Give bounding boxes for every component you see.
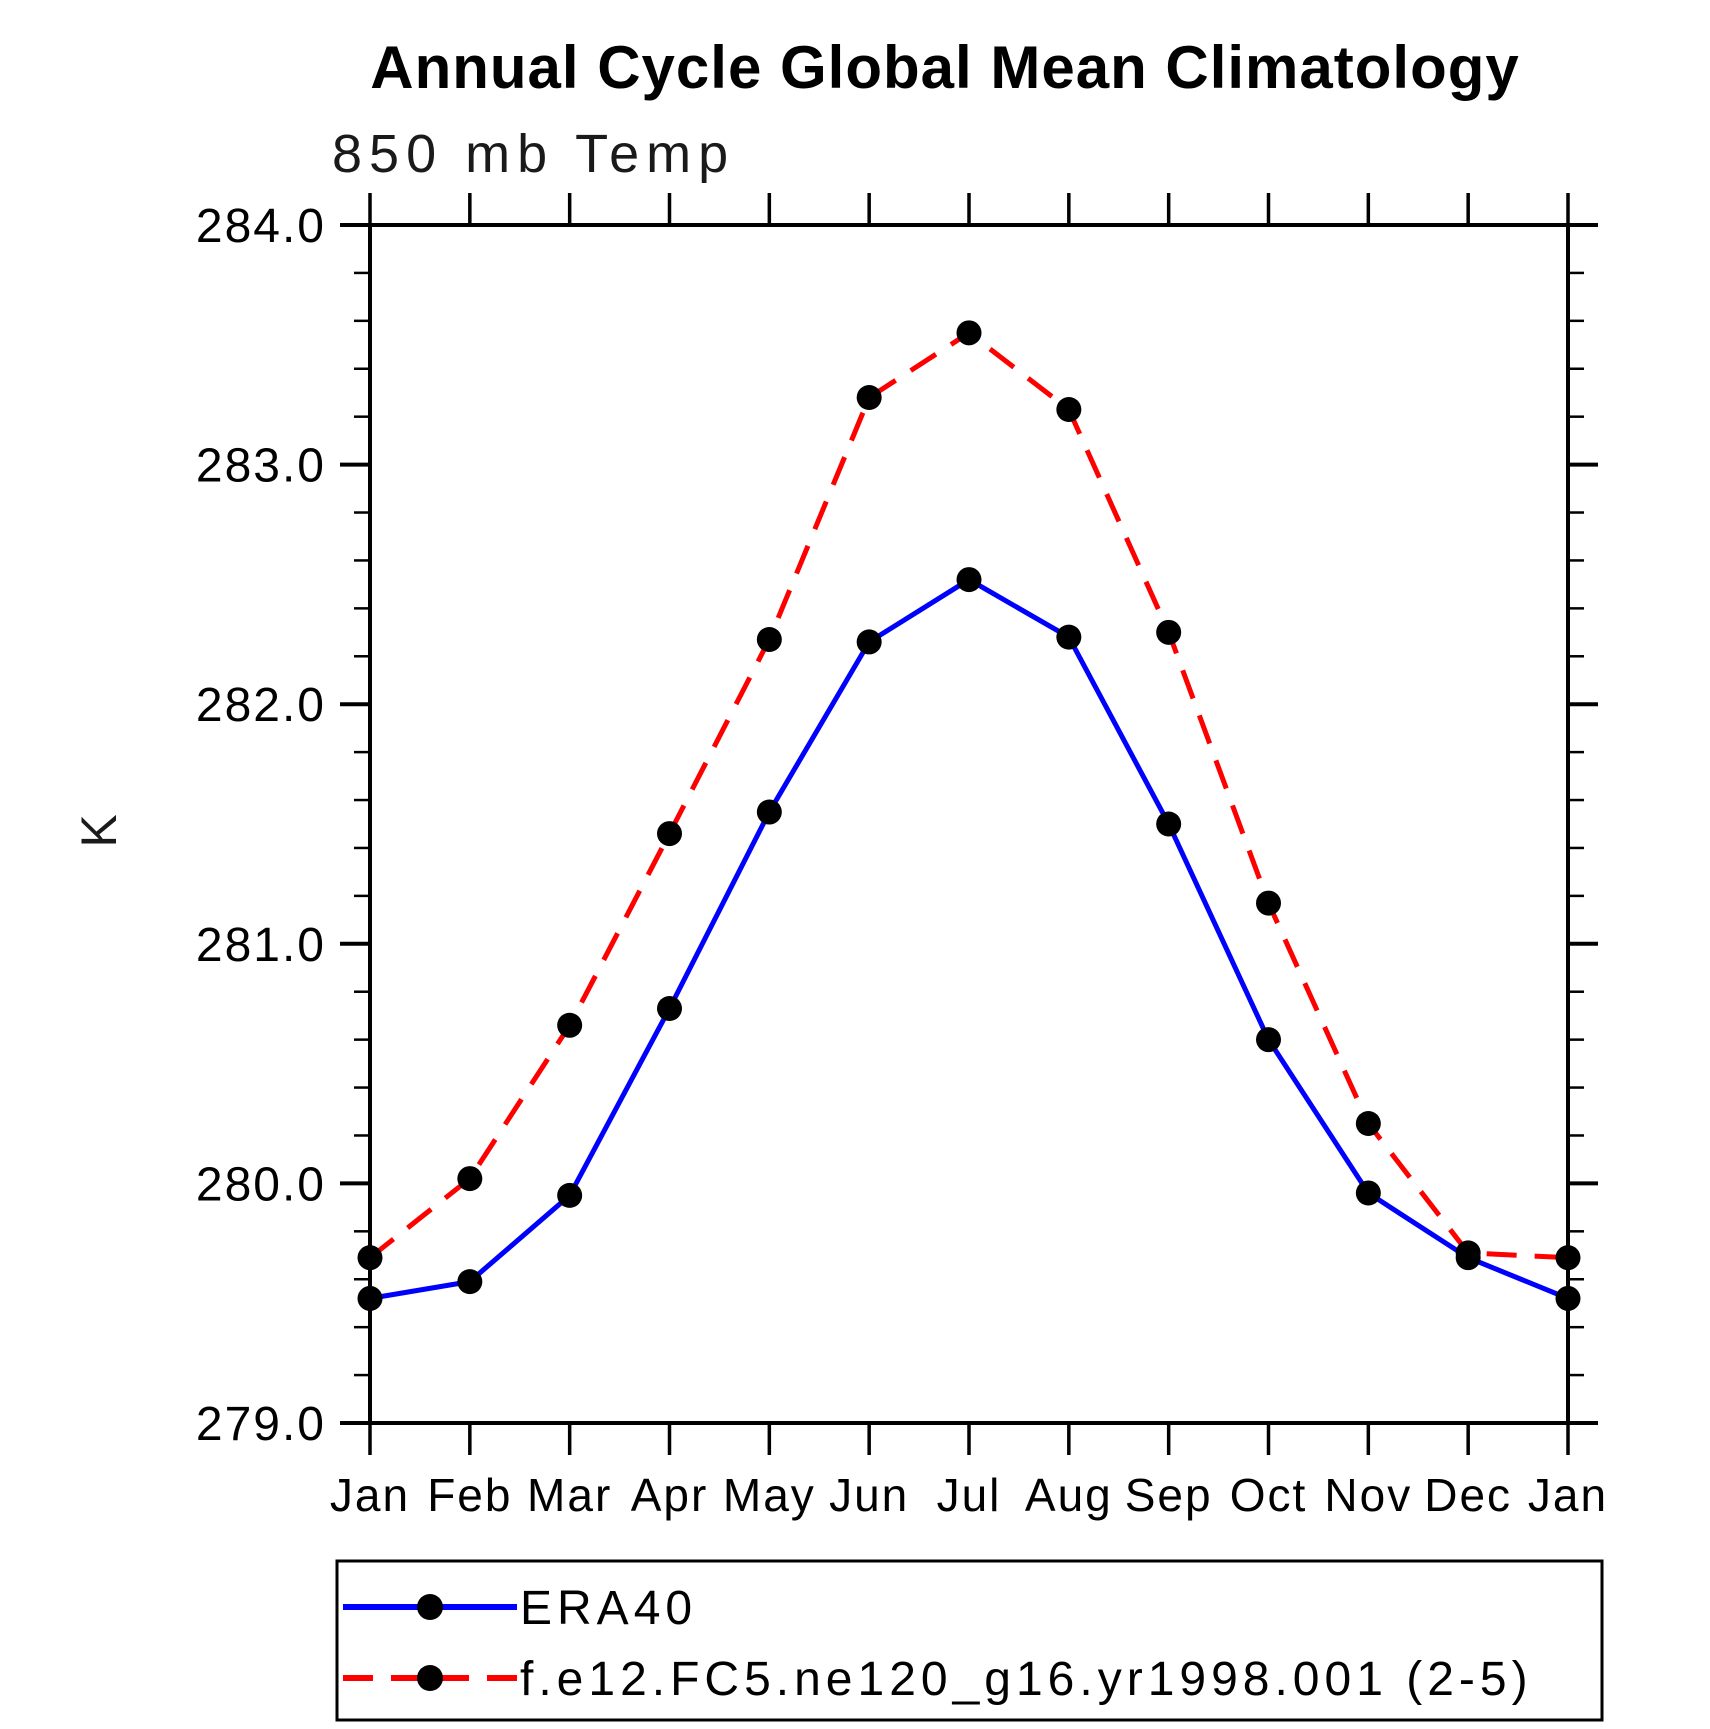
y-axis-ticks: 279.0 280.0 281.0 282.0 283.0 284.0 — [196, 200, 1598, 1451]
data-point-marker — [557, 1182, 583, 1208]
month-label: Nov — [1324, 1469, 1412, 1521]
data-point-marker — [1455, 1240, 1481, 1266]
data-point-marker — [1056, 396, 1082, 422]
month-label: Dec — [1424, 1469, 1512, 1521]
month-label: Aug — [1025, 1469, 1113, 1521]
y-axis-label: K — [71, 812, 127, 847]
data-point-marker — [956, 567, 982, 593]
data-point-marker — [557, 1012, 583, 1038]
x-axis-ticks: Jan Feb Mar Apr May Jun Jul Aug Sep Oct Nov Dec Jan — [330, 193, 1608, 1521]
month-label: Oct — [1230, 1469, 1308, 1521]
data-point-marker — [756, 799, 782, 825]
month-label: Feb — [427, 1469, 512, 1521]
y-tick-label: 284.0 — [196, 200, 326, 253]
legend-label-0: ERA40 — [520, 1582, 697, 1635]
legend-sample-marker — [417, 1665, 443, 1691]
month-label: Apr — [631, 1469, 709, 1521]
legend-sample-marker — [417, 1594, 443, 1620]
y-tick-label: 279.0 — [196, 1398, 326, 1451]
data-point-marker — [657, 821, 682, 847]
y-tick-label: 280.0 — [196, 1158, 326, 1211]
data-point-marker — [1555, 1285, 1581, 1311]
data-point-marker — [1555, 1245, 1581, 1271]
series-markers — [357, 320, 1581, 1311]
data-point-marker — [1256, 1027, 1281, 1053]
series-lines — [368, 329, 1569, 1301]
data-point-marker — [457, 1166, 483, 1192]
legend: ERA40 f.e12.FC5.ne120_g16.yr1998.001 (2-5… — [335, 1559, 1604, 1722]
data-point-marker — [657, 995, 682, 1021]
y-tick-label: 283.0 — [196, 440, 326, 493]
data-point-marker — [457, 1269, 483, 1295]
plot-frame — [368, 223, 1570, 1425]
data-point-marker — [357, 1245, 383, 1271]
month-label: May — [723, 1469, 816, 1521]
chart-title: Annual Cycle Global Mean Climatology — [370, 34, 1520, 101]
data-point-marker — [756, 627, 782, 653]
data-point-marker — [1056, 624, 1082, 650]
data-point-marker — [1256, 890, 1281, 916]
data-point-marker — [856, 629, 882, 655]
month-label: Sep — [1125, 1469, 1213, 1521]
series-line-0 — [369, 576, 1569, 1301]
legend-label-1: f.e12.FC5.ne120_g16.yr1998.001 (2-5) — [520, 1653, 1533, 1706]
month-label: Jan — [1528, 1469, 1608, 1521]
data-point-marker — [856, 385, 882, 411]
month-label: Mar — [527, 1469, 612, 1521]
data-point-marker — [357, 1285, 383, 1311]
data-point-marker — [1355, 1180, 1381, 1206]
series-line-1 — [368, 329, 1569, 1261]
data-point-marker — [956, 320, 982, 346]
data-point-marker — [1355, 1111, 1381, 1136]
month-label: Jan — [330, 1469, 410, 1521]
data-point-marker — [1156, 811, 1182, 837]
month-label: Jul — [937, 1469, 1002, 1521]
month-label: Jun — [829, 1469, 909, 1521]
data-point-marker — [1156, 619, 1182, 645]
chart-subtitle: 850 mb Temp — [332, 124, 735, 184]
y-tick-label: 281.0 — [196, 919, 326, 972]
legend-box — [335, 1559, 1604, 1722]
y-tick-label: 282.0 — [196, 679, 326, 732]
